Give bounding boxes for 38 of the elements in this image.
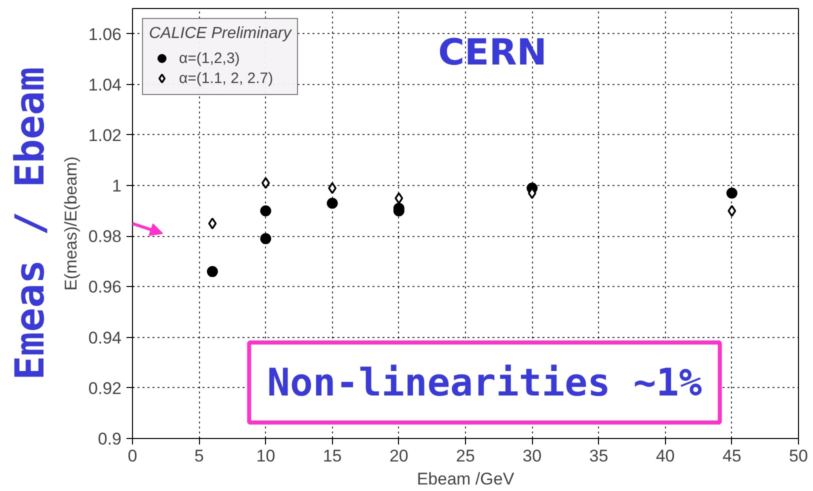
point <box>206 266 218 278</box>
x-tick-label: 15 <box>322 446 342 466</box>
x-axis-title: Ebeam /GeV <box>416 470 515 488</box>
y-tick-label: 1 <box>112 176 122 196</box>
y-tick-label: 0.98 <box>88 227 122 246</box>
y-tick-label: 0.92 <box>88 378 122 398</box>
point <box>728 204 736 217</box>
legend-label: α=(1,2,3) <box>179 50 240 66</box>
x-tick-label: 20 <box>389 446 408 466</box>
point <box>326 198 338 209</box>
point <box>726 188 738 199</box>
point <box>260 233 272 244</box>
annotation: CERN <box>438 32 547 74</box>
y-tick-label: 1.04 <box>88 75 122 94</box>
x-tick-label: 5 <box>194 446 204 466</box>
legend-label: α=(1.1, 2, 2.7) <box>179 70 274 86</box>
point <box>394 192 404 204</box>
y-tick-label: 0.96 <box>88 278 122 297</box>
x-tick-label: 0 <box>128 446 138 466</box>
y-tick-label: 0.94 <box>88 328 122 348</box>
annotation: Non-linearities ~1% <box>267 360 702 404</box>
x-tick-label: 40 <box>656 446 675 466</box>
x-tick-label: 35 <box>589 446 608 466</box>
point <box>261 177 270 189</box>
point <box>328 182 337 194</box>
x-tick-label: 10 <box>256 446 276 466</box>
x-tick-label: 25 <box>456 446 475 466</box>
y-tick-label: 0.9 <box>98 430 122 448</box>
point <box>208 218 217 230</box>
x-tick-label: 45 <box>722 446 742 466</box>
x-tick-label: 50 <box>789 446 808 466</box>
x-tick-label: 30 <box>522 446 542 466</box>
y-axis-title: E(meas)/E(beam) <box>61 156 80 291</box>
y-tick-label: 1.06 <box>88 24 122 44</box>
y-tick-label: 1.02 <box>88 126 122 145</box>
point <box>260 205 272 216</box>
legend-title: CALICE Preliminary <box>149 25 292 43</box>
text: Emeas / Ebeam <box>8 66 54 380</box>
